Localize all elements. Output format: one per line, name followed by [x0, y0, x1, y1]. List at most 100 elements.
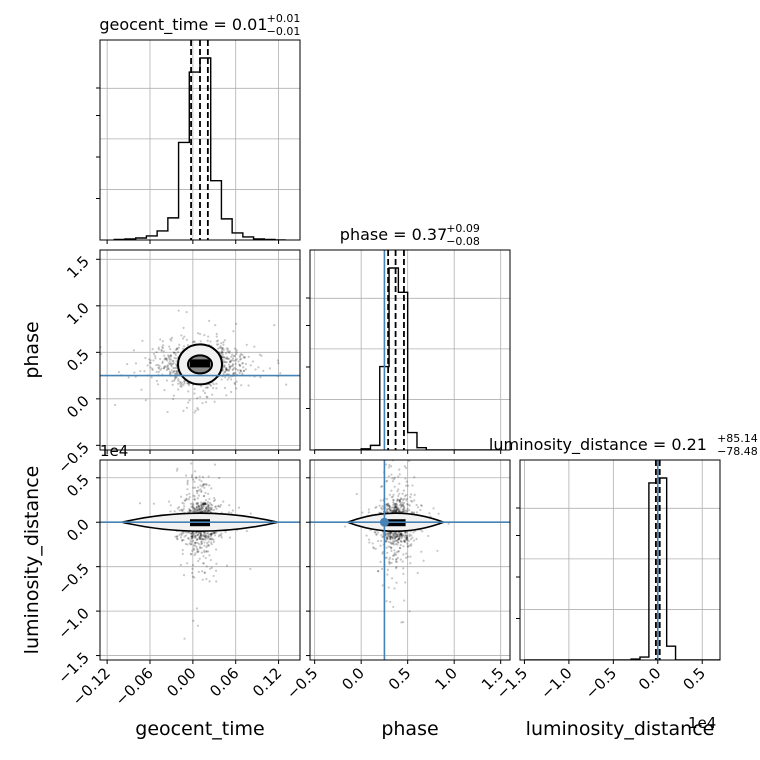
sample-point: [260, 354, 263, 357]
sample-point: [212, 540, 215, 544]
sample-point: [398, 533, 402, 537]
sample-point: [257, 366, 260, 369]
sample-point: [405, 539, 408, 542]
sample-point: [224, 352, 228, 355]
sample-point: [207, 533, 210, 536]
sample-point: [144, 356, 147, 360]
sample-point: [388, 558, 391, 561]
sample-point: [198, 536, 201, 539]
sample-point: [214, 548, 218, 551]
sample-point: [200, 542, 203, 546]
sample-point: [201, 504, 204, 507]
sample-point: [213, 497, 216, 500]
sample-point: [210, 533, 213, 536]
sample-point: [169, 510, 172, 513]
sample-point: [173, 379, 176, 382]
sample-point: [388, 493, 391, 496]
sample-point: [395, 567, 398, 570]
sample-point: [195, 545, 198, 548]
sample-point: [413, 499, 416, 502]
sample-point: [222, 372, 225, 375]
sample-point: [238, 355, 241, 359]
sample-point: [395, 535, 398, 538]
sample-point: [196, 501, 200, 505]
sample-point: [395, 502, 398, 505]
sample-point: [387, 508, 390, 511]
sample-point: [398, 508, 401, 511]
sample-point: [393, 534, 396, 537]
sample-point: [386, 507, 389, 511]
panel-content: [100, 250, 300, 450]
sample-point: [182, 507, 185, 510]
sample-point: [169, 354, 172, 357]
sample-point: [187, 498, 190, 501]
sample-point: [204, 538, 207, 541]
sample-point: [197, 505, 201, 508]
sample-point: [367, 511, 371, 514]
sample-point: [386, 532, 389, 535]
sample-point: [390, 547, 393, 550]
sample-point: [206, 386, 209, 389]
sample-point: [203, 391, 207, 395]
sample-point: [375, 505, 378, 508]
sample-point: [168, 360, 171, 363]
panel-content: [310, 250, 510, 450]
sample-point: [175, 376, 178, 379]
sample-point: [167, 500, 171, 503]
sample-point: [206, 386, 209, 389]
sample-point: [191, 506, 194, 509]
sample-point: [415, 503, 418, 507]
sample-point: [231, 509, 234, 512]
sample-point: [195, 509, 198, 512]
sample-point: [204, 509, 208, 512]
sample-point: [213, 463, 217, 466]
sample-point: [388, 537, 392, 540]
sample-point: [202, 533, 206, 536]
title-plus-geocent_time: +0.01: [267, 12, 301, 25]
sample-point: [227, 376, 231, 379]
sample-point: [397, 509, 401, 513]
sample-point: [403, 536, 406, 539]
sample-point: [385, 503, 389, 506]
sample-point: [403, 510, 406, 513]
sample-point: [166, 367, 169, 370]
sample-point: [198, 547, 202, 550]
sample-point: [395, 535, 398, 538]
sample-point: [399, 502, 403, 505]
sample-point: [276, 359, 279, 362]
sample-point: [172, 359, 175, 362]
sample-point: [203, 509, 206, 512]
sample-point: [402, 545, 405, 548]
sample-point: [393, 549, 396, 552]
sample-point: [405, 497, 408, 500]
sample-point: [208, 508, 211, 511]
sample-point: [160, 367, 163, 370]
sample-point: [149, 359, 152, 362]
sample-point: [397, 541, 400, 544]
sample-point: [189, 539, 192, 542]
sample-point: [207, 507, 210, 510]
sample-point: [398, 482, 401, 485]
sample-point: [188, 509, 191, 512]
sample-point: [381, 551, 385, 554]
sample-point: [389, 532, 392, 535]
sample-point: [221, 351, 224, 354]
sample-point: [140, 388, 143, 391]
sample-point: [401, 510, 404, 514]
sample-point: [397, 509, 401, 512]
sample-point: [233, 366, 236, 369]
sample-point: [211, 393, 214, 396]
sample-point: [179, 380, 182, 384]
sample-point: [231, 364, 234, 367]
sample-point: [206, 510, 209, 513]
sample-point: [375, 533, 378, 536]
sample-point: [194, 541, 197, 544]
sample-point: [243, 369, 246, 372]
sample-point: [388, 508, 392, 511]
sample-point: [400, 535, 403, 538]
sample-point: [180, 381, 183, 384]
sample-point: [386, 573, 389, 576]
sample-point: [185, 406, 189, 409]
sample-point: [201, 503, 205, 506]
sample-point: [204, 491, 207, 494]
